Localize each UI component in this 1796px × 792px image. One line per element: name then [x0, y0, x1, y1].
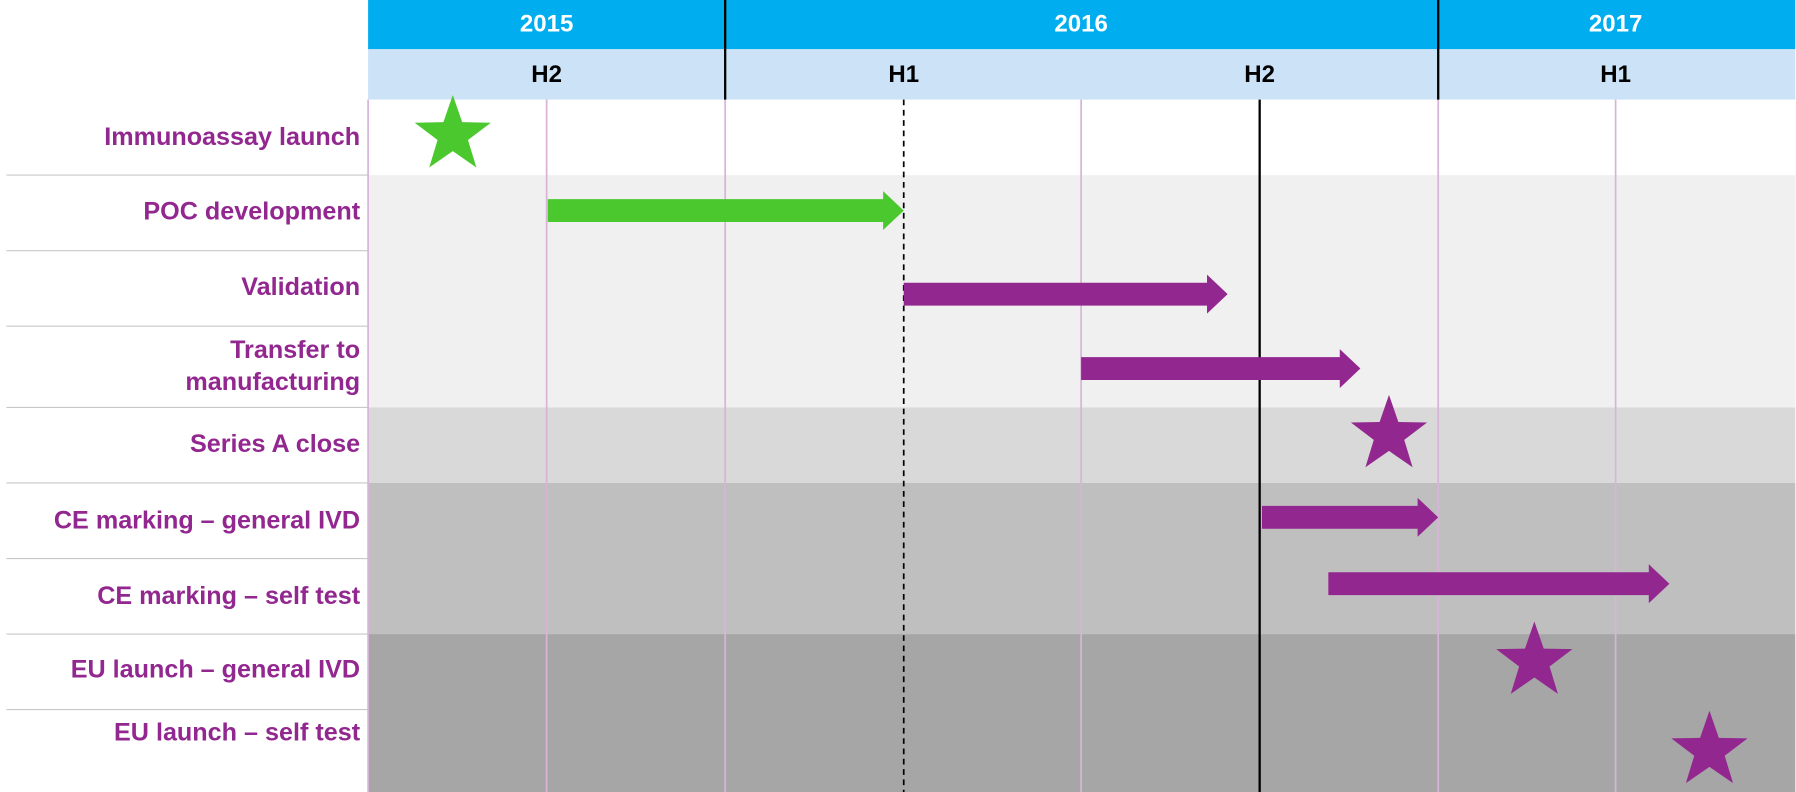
row-label: manufacturing — [185, 368, 360, 396]
half-header — [368, 49, 1796, 100]
row-separators — [6, 174, 369, 711]
row-label: Validation — [241, 273, 360, 301]
half-label: H2 — [1244, 61, 1275, 88]
task-arrow — [1328, 564, 1670, 604]
year-label: 2015 — [520, 11, 573, 38]
year-label: 2016 — [1054, 11, 1107, 38]
half-label: H1 — [1600, 61, 1631, 88]
row-label: CE marking – self test — [97, 582, 360, 610]
row-label: Transfer to — [230, 336, 360, 364]
task-arrow — [1081, 349, 1361, 388]
row-label: Series A close — [190, 430, 360, 458]
task-arrow — [1261, 497, 1439, 537]
row-label: EU launch – self test — [114, 718, 361, 746]
year-label: 2017 — [1589, 11, 1642, 38]
row-label: CE marking – general IVD — [54, 507, 360, 535]
year-header — [368, 0, 1796, 50]
half-label: H1 — [888, 61, 919, 88]
quarter-lines — [367, 99, 1617, 792]
task-arrow — [547, 191, 904, 231]
row-label: Immunoassay launch — [104, 123, 360, 151]
task-arrow — [903, 274, 1228, 314]
half-label: H2 — [531, 61, 562, 88]
row-label: EU launch – general IVD — [71, 655, 360, 683]
row-label: POC development — [143, 198, 360, 226]
